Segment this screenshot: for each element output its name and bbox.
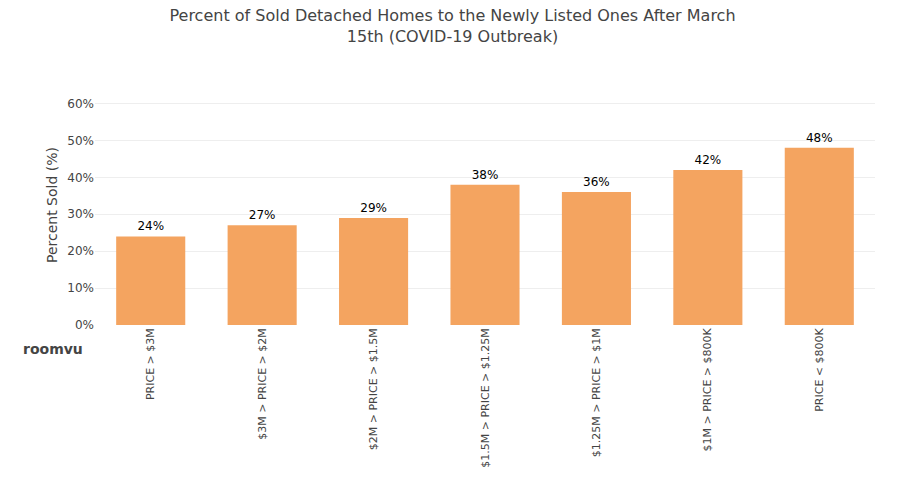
svg-text:50%: 50%: [67, 134, 94, 148]
svg-text:29%: 29%: [360, 201, 387, 215]
svg-text:24%: 24%: [137, 219, 164, 233]
svg-text:Percent Sold (%): Percent Sold (%): [44, 147, 60, 263]
svg-text:27%: 27%: [249, 208, 276, 222]
svg-text:$1.25M > PRICE > $1M: $1.25M > PRICE > $1M: [590, 328, 603, 457]
svg-text:20%: 20%: [67, 244, 94, 258]
svg-text:38%: 38%: [472, 168, 499, 182]
svg-text:$2M > PRICE > $1.5M: $2M > PRICE > $1.5M: [367, 328, 380, 450]
svg-text:36%: 36%: [583, 175, 610, 189]
svg-text:$3M > PRICE > $2M: $3M > PRICE > $2M: [256, 328, 269, 440]
svg-text:PRICE > $3M: PRICE > $3M: [144, 328, 157, 400]
svg-text:10%: 10%: [67, 281, 94, 295]
svg-text:PRICE < $800K: PRICE < $800K: [813, 327, 826, 411]
svg-text:roomvu: roomvu: [23, 341, 83, 357]
svg-text:30%: 30%: [67, 207, 94, 221]
svg-text:48%: 48%: [806, 131, 833, 145]
svg-text:$1M > PRICE > $800K: $1M > PRICE > $800K: [701, 327, 714, 451]
svg-text:60%: 60%: [67, 97, 94, 111]
svg-text:0%: 0%: [75, 318, 94, 332]
svg-text:$1.5M > PRICE > $1.25M: $1.5M > PRICE > $1.25M: [479, 328, 492, 468]
svg-text:42%: 42%: [695, 153, 722, 167]
svg-text:Percent of Sold Detached Homes: Percent of Sold Detached Homes to the Ne…: [169, 6, 735, 46]
svg-text:40%: 40%: [67, 171, 94, 185]
